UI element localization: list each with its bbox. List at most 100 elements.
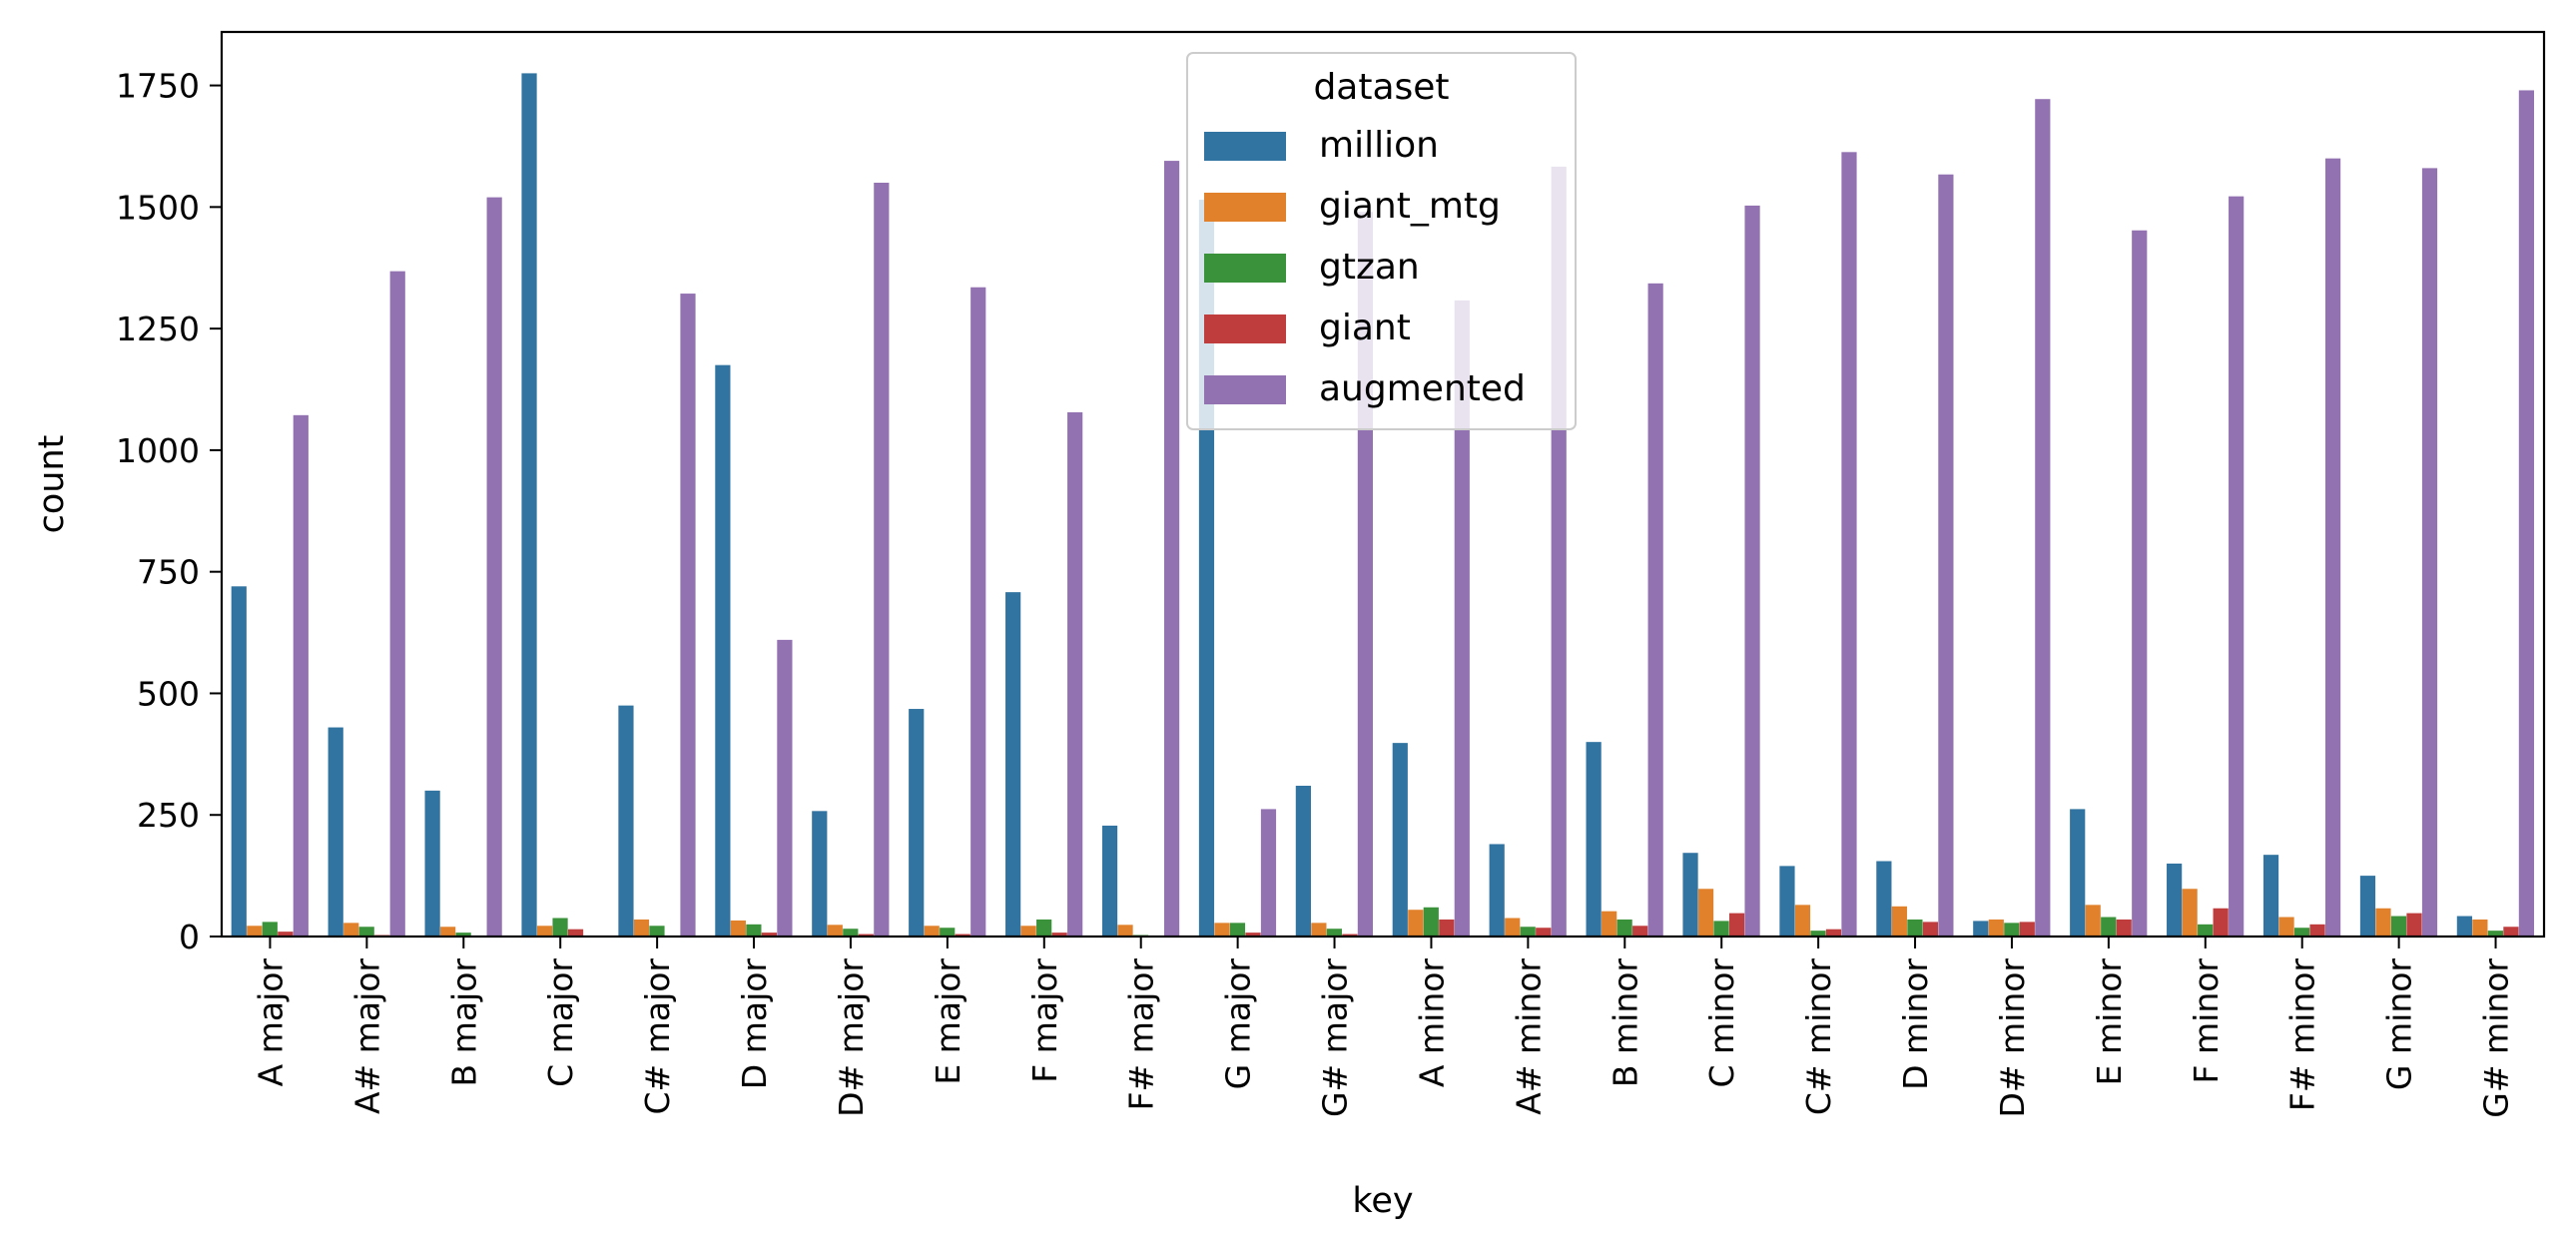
legend-label-gtzan: gtzan bbox=[1319, 247, 1420, 288]
bar-giant-c-sharp-minor bbox=[1825, 929, 1842, 937]
x-tick-label: D minor bbox=[1896, 958, 1935, 1090]
bar-giant-mtg-f-major bbox=[1020, 926, 1036, 937]
y-tick-label: 0 bbox=[179, 918, 200, 956]
bar-giant-d-minor bbox=[1922, 922, 1938, 937]
bar-augmented-e-major bbox=[970, 287, 986, 938]
bar-giant-b-minor bbox=[1632, 926, 1648, 937]
bar-giant-mtg-e-major bbox=[924, 926, 940, 937]
bar-gtzan-b-minor bbox=[1616, 919, 1632, 937]
bar-gtzan-c-sharp-major bbox=[649, 926, 665, 937]
bar-augmented-f-major bbox=[1067, 411, 1083, 937]
bar-gtzan-g-sharp-minor bbox=[2487, 931, 2503, 937]
x-tick-label: A major bbox=[251, 958, 290, 1087]
bar-gtzan-c-minor bbox=[1713, 921, 1729, 937]
bar-giant-mtg-c-minor bbox=[1697, 889, 1714, 937]
bar-augmented-g-minor bbox=[2421, 168, 2438, 937]
bar-giant-d-sharp-major bbox=[858, 934, 874, 937]
bar-augmented-a-sharp-major bbox=[389, 271, 405, 937]
x-tick-label: D major bbox=[735, 958, 774, 1090]
bar-giant-mtg-f-sharp-major bbox=[1117, 925, 1133, 937]
y-tick-label: 500 bbox=[137, 674, 200, 713]
bar-augmented-c-sharp-minor bbox=[1841, 152, 1857, 937]
bar-gtzan-d-sharp-major bbox=[843, 929, 859, 937]
bar-gtzan-c-major bbox=[552, 918, 568, 937]
bar-augmented-f-sharp-major bbox=[1163, 161, 1180, 937]
bar-gtzan-c-sharp-minor bbox=[1810, 931, 1826, 937]
legend-title: dataset bbox=[1313, 67, 1449, 108]
x-tick-label: F# major bbox=[1122, 958, 1161, 1111]
legend-label-giant-mtg: giant_mtg bbox=[1319, 186, 1501, 227]
bar-million-a-major bbox=[231, 586, 247, 937]
bar-augmented-g-sharp-minor bbox=[2518, 90, 2534, 937]
bar-augmented-g-major bbox=[1260, 809, 1277, 937]
y-axis: 0 250 500 750 1000 1250 1500 1750 bbox=[116, 67, 222, 956]
x-tick-label: F# minor bbox=[2283, 958, 2322, 1112]
y-tick-label: 250 bbox=[137, 796, 200, 835]
y-tick-label: 1000 bbox=[116, 431, 200, 470]
x-tick-label: A minor bbox=[1412, 958, 1451, 1087]
bar-gtzan-b-major bbox=[455, 933, 471, 937]
x-axis-title: key bbox=[1352, 1181, 1413, 1221]
bar-gtzan-g-minor bbox=[2390, 916, 2407, 937]
bar-augmented-c-sharp-major bbox=[680, 294, 696, 937]
plot-frame bbox=[220, 30, 2546, 939]
bar-million-f-major bbox=[1005, 592, 1021, 937]
bar-gtzan-d-minor bbox=[1907, 919, 1923, 937]
bar-augmented-c-minor bbox=[1744, 205, 1760, 937]
bar-million-b-major bbox=[424, 790, 440, 937]
x-tick-label: A# major bbox=[347, 958, 386, 1114]
bar-giant-mtg-g-major bbox=[1214, 923, 1230, 937]
bar-giant-c-minor bbox=[1728, 913, 1745, 937]
bar-giant-mtg-a-minor bbox=[1408, 910, 1424, 937]
bar-giant-mtg-d-sharp-major bbox=[827, 925, 843, 937]
bar-giant-mtg-a-major bbox=[247, 926, 263, 937]
bar-gtzan-g-sharp-major bbox=[1326, 929, 1342, 937]
x-tick-label: B major bbox=[444, 958, 483, 1087]
bar-million-a-minor bbox=[1392, 743, 1408, 937]
bar-giant-mtg-b-major bbox=[440, 927, 456, 937]
bar-million-e-minor bbox=[2070, 809, 2086, 937]
bar-gtzan-f-sharp-minor bbox=[2293, 928, 2310, 937]
x-tick-label: D# minor bbox=[1993, 958, 2032, 1118]
x-tick-label: D# major bbox=[832, 958, 871, 1117]
legend-label-augmented: augmented bbox=[1319, 368, 1526, 409]
bar-augmented-f-minor bbox=[2229, 196, 2245, 937]
bar-giant-mtg-c-sharp-major bbox=[633, 919, 650, 937]
bar-augmented-d-major bbox=[777, 639, 793, 937]
x-tick-label: G major bbox=[1219, 958, 1258, 1090]
bar-giant-e-major bbox=[955, 934, 970, 937]
bar-million-f-minor bbox=[2167, 863, 2183, 937]
y-axis-title: count bbox=[32, 435, 72, 534]
bar-giant-mtg-d-major bbox=[730, 920, 746, 937]
bar-million-f-sharp-minor bbox=[2262, 855, 2279, 937]
bar-giant-c-major bbox=[567, 929, 584, 937]
x-tick-label: C# minor bbox=[1799, 958, 1838, 1116]
x-tick-label: B minor bbox=[1606, 958, 1644, 1088]
legend-label-million: million bbox=[1319, 125, 1439, 166]
bar-million-g-sharp-major bbox=[1295, 786, 1311, 937]
bar-giant-g-minor bbox=[2406, 913, 2422, 937]
bar-million-c-minor bbox=[1682, 853, 1698, 937]
bar-augmented-e-minor bbox=[2132, 230, 2148, 938]
bar-million-d-major bbox=[715, 364, 731, 937]
bar-giant-mtg-f-minor bbox=[2182, 889, 2198, 937]
legend-swatch-gtzan bbox=[1204, 254, 1286, 283]
bar-million-e-major bbox=[909, 709, 925, 937]
bar-giant-a-minor bbox=[1439, 919, 1455, 937]
bar-gtzan-g-major bbox=[1229, 923, 1246, 937]
bar-giant-f-minor bbox=[2213, 908, 2229, 937]
bar-giant-mtg-e-minor bbox=[2085, 905, 2101, 937]
bar-million-b-minor bbox=[1586, 742, 1602, 937]
legend-swatch-giant-mtg bbox=[1204, 193, 1286, 222]
bar-giant-d-sharp-minor bbox=[2019, 922, 2035, 937]
bar-giant-mtg-b-minor bbox=[1602, 911, 1617, 937]
bar-million-c-sharp-minor bbox=[1779, 866, 1795, 937]
bar-million-f-sharp-major bbox=[1101, 825, 1118, 937]
legend-swatch-augmented bbox=[1204, 375, 1286, 404]
bar-giant-mtg-g-minor bbox=[2375, 908, 2391, 937]
x-tick-label: E major bbox=[929, 958, 967, 1085]
bars-group bbox=[231, 73, 2534, 938]
bar-giant-f-major bbox=[1051, 933, 1067, 937]
